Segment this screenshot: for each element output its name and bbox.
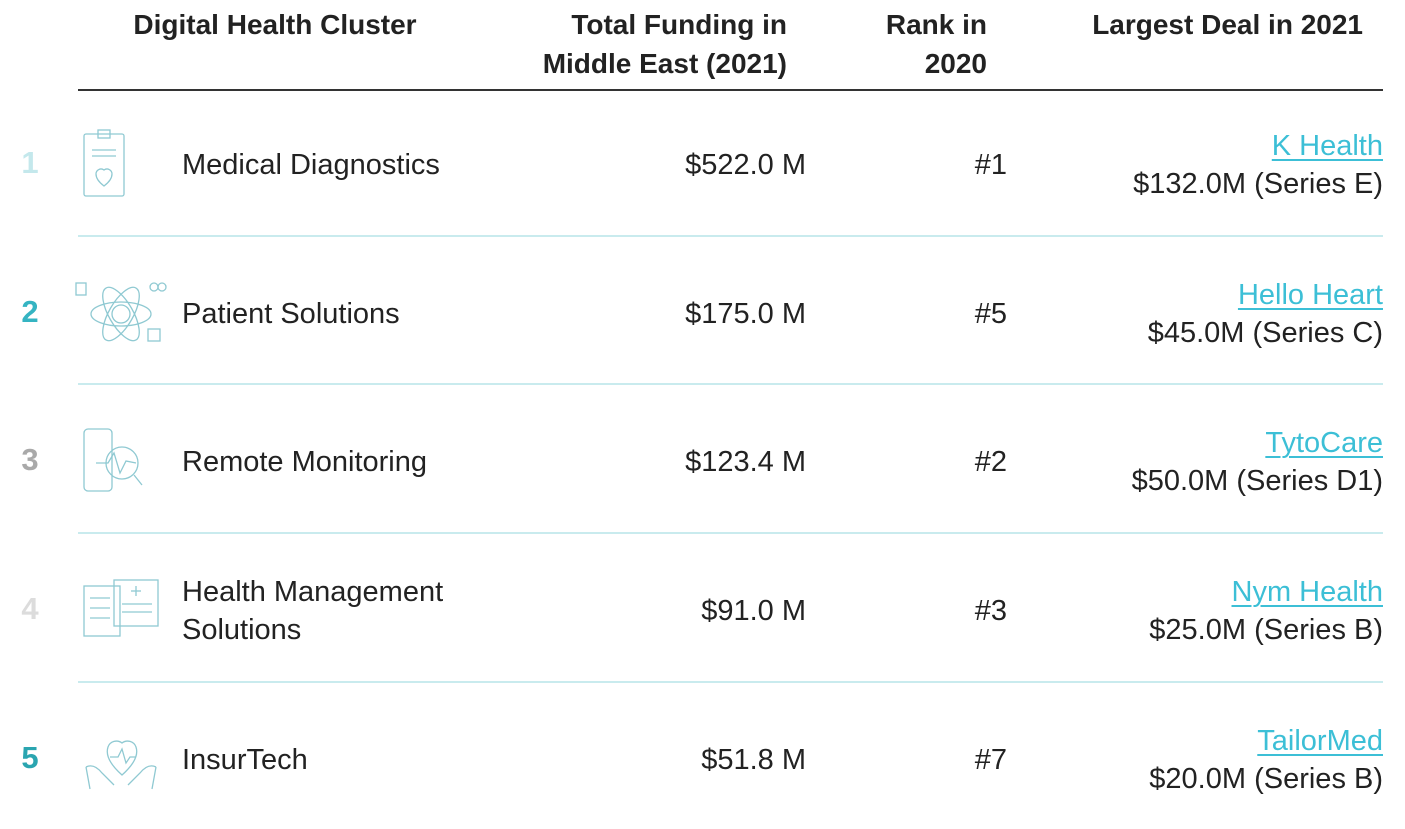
row-number: 5	[21, 739, 39, 775]
icon	[83, 129, 125, 197]
deal: $45.0M (Series C)	[1147, 316, 1383, 349]
funding: $51.8 M	[701, 743, 806, 776]
cluster: Patient Solutions	[182, 297, 400, 330]
row-rule	[78, 383, 1383, 386]
cluster: InsurTech	[182, 743, 308, 776]
row-number: 3	[21, 442, 39, 478]
rank: #1	[974, 149, 1007, 181]
header-rule	[78, 89, 1383, 91]
company-link[interactable]: Nym Health	[1231, 576, 1384, 609]
row-number: 1	[21, 145, 39, 180]
row-rule	[78, 532, 1383, 535]
icon	[75, 282, 167, 342]
row-icon	[74, 723, 168, 797]
funding: $175.0 M	[685, 297, 806, 330]
icon	[83, 579, 159, 637]
rank: #3	[974, 595, 1007, 628]
header-deal: Largest Deal in 2021	[1092, 9, 1363, 40]
header-rank: Rank in 2020	[885, 9, 987, 79]
header-funding: Total Funding in Middle East (2021)	[542, 9, 787, 79]
rank: #2	[974, 446, 1007, 479]
rank: #5	[974, 297, 1007, 330]
funding: $91.0 M	[701, 595, 806, 628]
company-link[interactable]: TailorMed	[1257, 724, 1383, 757]
row-rule	[78, 234, 1383, 237]
row-icon	[74, 574, 168, 648]
company-link[interactable]: K Health	[1271, 130, 1383, 162]
header-cluster: Digital Health Cluster	[133, 9, 417, 40]
row-icon	[74, 128, 168, 202]
funding: $522.0 M	[685, 149, 806, 181]
row-rule	[78, 680, 1383, 683]
row-icon	[74, 425, 168, 499]
funding: $123.4 M	[685, 446, 806, 479]
cluster: Medical Diagnostics	[182, 149, 440, 181]
deal: $20.0M (Series B)	[1149, 762, 1383, 795]
rank: #7	[974, 743, 1007, 776]
deal: $50.0M (Series D1)	[1131, 465, 1383, 498]
cluster: Health Management Solutions	[182, 576, 444, 647]
icon	[83, 428, 143, 493]
row-icon	[74, 277, 168, 351]
row-number: 4	[21, 591, 39, 627]
row-number: 2	[21, 293, 39, 329]
company-link[interactable]: Hello Heart	[1237, 278, 1383, 311]
icon	[85, 740, 157, 789]
cluster: Remote Monitoring	[182, 446, 427, 479]
deal: $132.0M (Series E)	[1133, 168, 1383, 200]
deal: $25.0M (Series B)	[1149, 614, 1383, 647]
company-link[interactable]: TytoCare	[1265, 427, 1383, 460]
